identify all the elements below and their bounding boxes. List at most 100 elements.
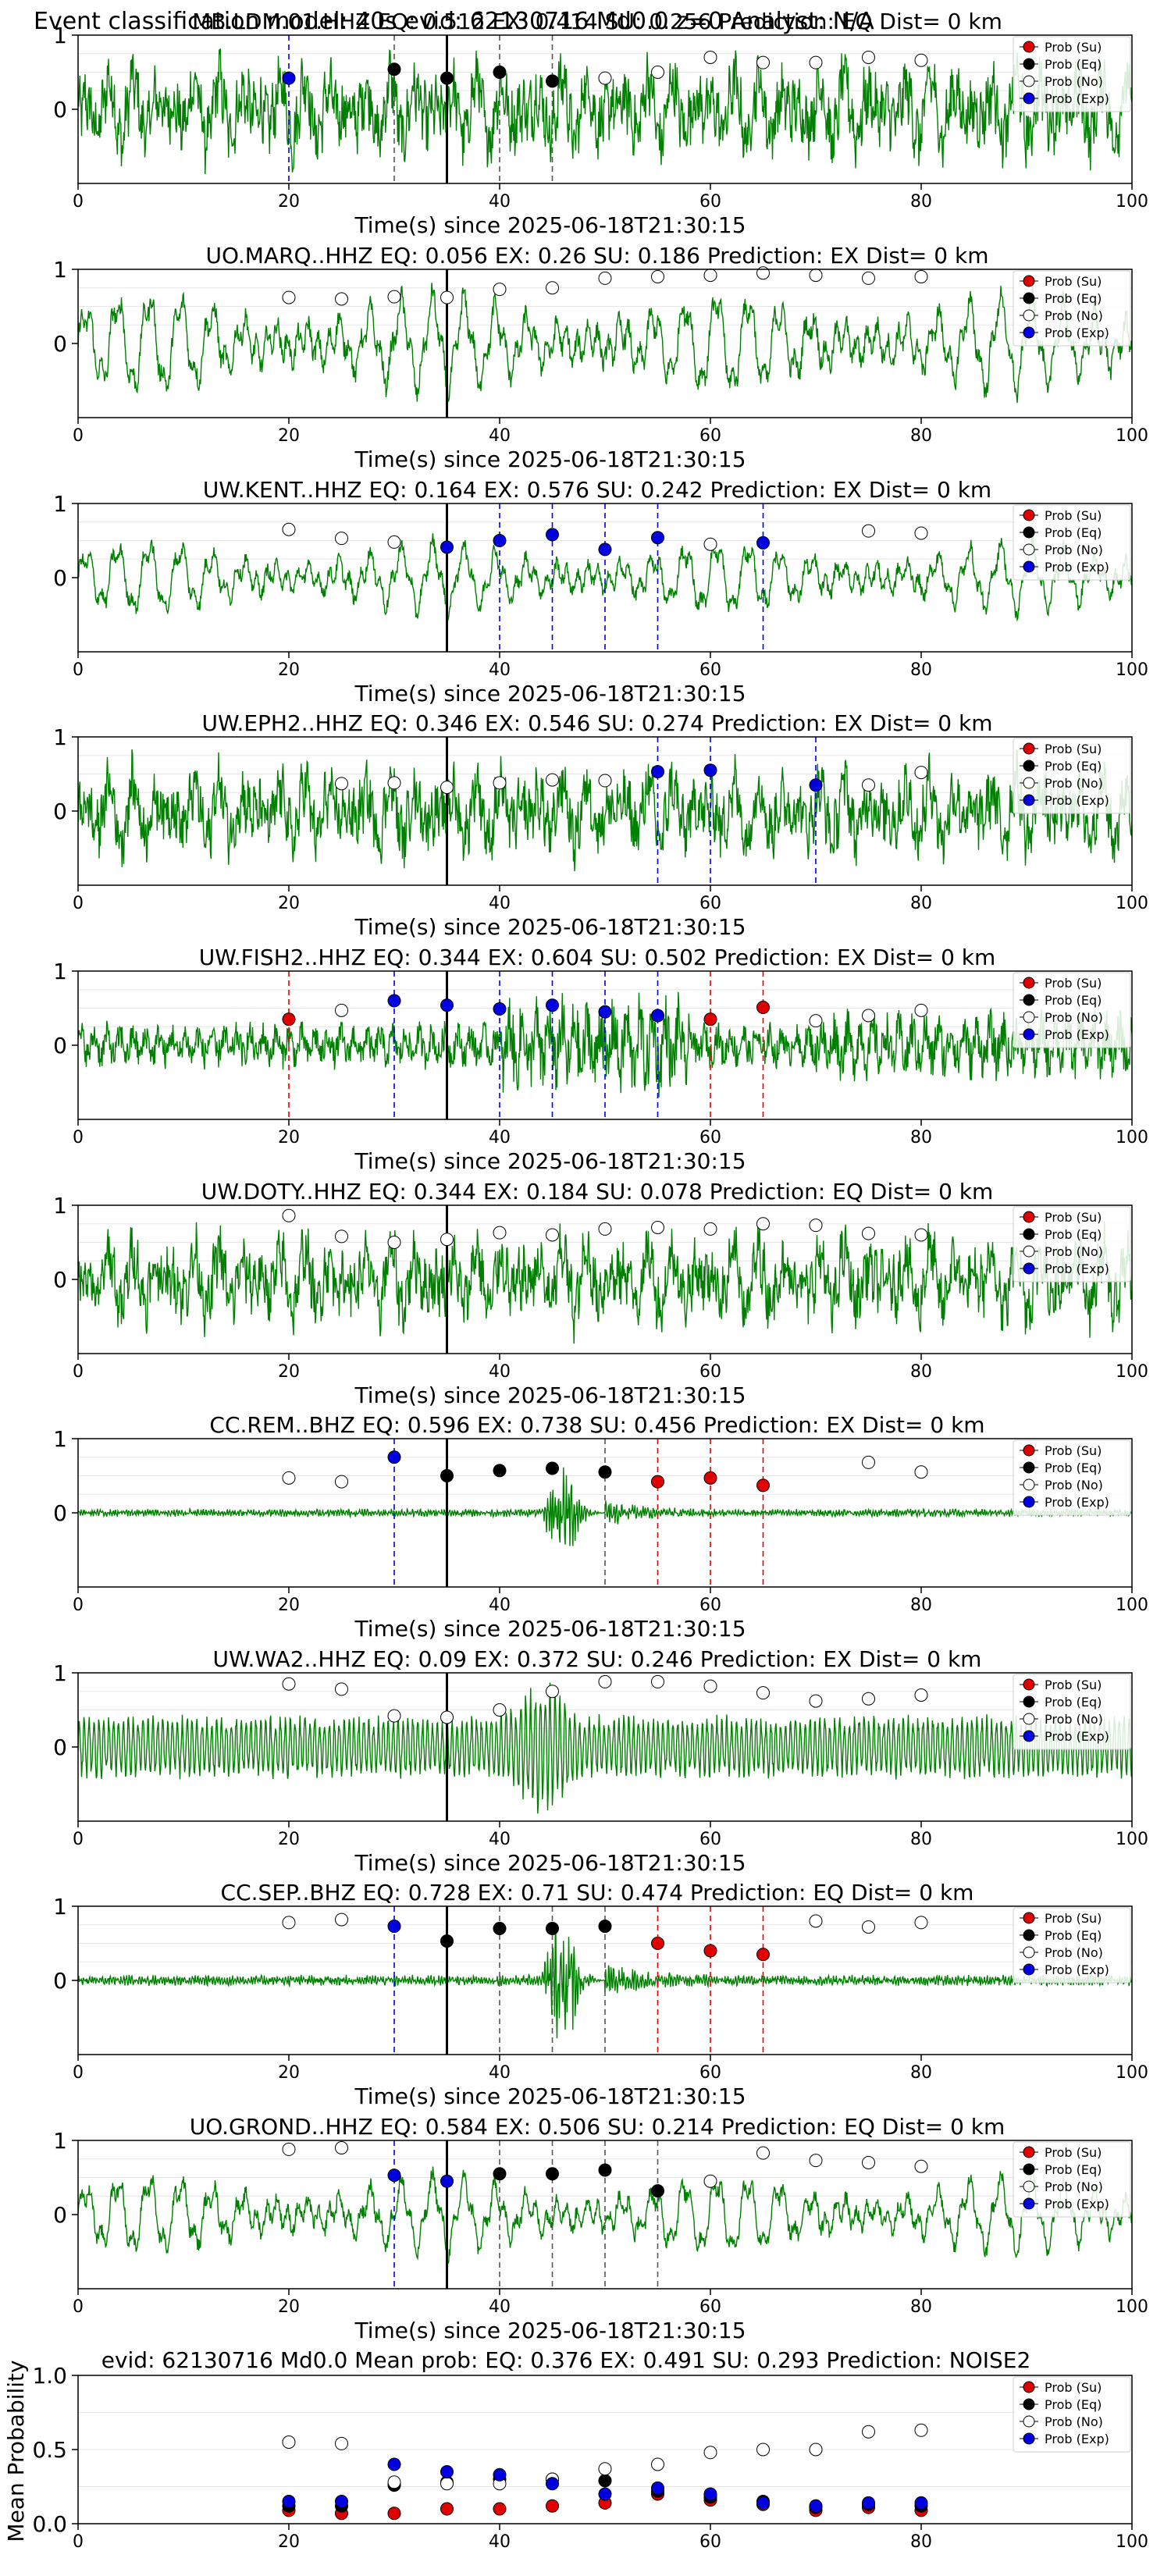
panel-9-legend-label-no: Prob (No) [1045, 1945, 1103, 1960]
mean-point-no [598, 2462, 612, 2476]
x-tick-label: 60 [699, 2532, 721, 2552]
panel-1-legend-marker-exp [1023, 92, 1035, 105]
x-tick-label: 60 [699, 894, 721, 913]
prob-point-no [914, 1465, 928, 1479]
panel-7-legend [1013, 1439, 1131, 1516]
panel-2-legend-label-su: Prob (Su) [1045, 274, 1102, 289]
prob-point-eq [493, 66, 507, 79]
panel-8-legend-marker-exp [1023, 1730, 1035, 1742]
panel-1-legend-marker-no [1023, 75, 1035, 87]
x-tick-label: 20 [278, 2063, 300, 2083]
panel-10-legend [1013, 2141, 1131, 2218]
x-tick-label: 20 [278, 426, 300, 446]
panel-4-legend-marker-su [1023, 742, 1035, 755]
panel-2-legend-marker-su [1023, 275, 1035, 287]
panel-2-legend-marker-eq [1023, 292, 1035, 304]
prob-point-no [546, 281, 559, 295]
prob-point-exp [387, 1450, 401, 1464]
mean-legend-label-exp: Prob (Exp) [1045, 2432, 1109, 2446]
mean-point-exp [756, 2496, 770, 2510]
station-panel-9: CC.SEP..BHZ EQ: 0.728 EX: 0.71 SU: 0.474… [53, 1880, 1148, 2109]
panel-4-legend-label-su: Prob (Su) [1045, 742, 1102, 756]
panel-4-legend-label-no: Prob (No) [1045, 776, 1103, 791]
axes-frame [77, 736, 1133, 886]
prob-point-no [862, 1455, 875, 1469]
mean-legend-marker-exp [1023, 2432, 1035, 2445]
panel-title: UW.WA2..HHZ EQ: 0.09 EX: 0.372 SU: 0.246… [213, 1646, 982, 1672]
x-tick-label: 80 [910, 2063, 932, 2083]
waveform-trace [78, 1682, 1132, 1814]
prob-point-eq [493, 2167, 507, 2181]
prob-point-no [703, 2174, 717, 2188]
panel-title: UW.EPH2..HHZ EQ: 0.346 EX: 0.546 SU: 0.2… [201, 710, 992, 736]
station-panel-1: MB.LDM.01.HHZ EQ: 0.512 EX: 0.414 SU: 0.… [53, 9, 1148, 238]
axes-frame [77, 269, 1133, 418]
prob-point-no [282, 1471, 296, 1485]
panel-9-legend-label-eq: Prob (Eq) [1045, 1928, 1102, 1943]
panel-4-legend [1013, 738, 1131, 814]
x-tick-label: 100 [1116, 660, 1148, 680]
y-tick-label: 1 [53, 257, 67, 283]
x-tick-label: 20 [278, 1830, 300, 1849]
prob-point-exp [546, 528, 559, 542]
panel-3-legend-marker-eq [1023, 526, 1035, 539]
y-tick-label: 1 [53, 1894, 67, 1920]
y-tick-label: 1 [53, 23, 67, 48]
prob-point-no [440, 1233, 454, 1247]
panel-6-legend-marker-exp [1023, 1262, 1035, 1275]
panel-7-legend-marker-su [1023, 1444, 1035, 1457]
mean-point-no [440, 2477, 454, 2491]
panel-title: UW.DOTY..HHZ EQ: 0.344 EX: 0.184 SU: 0.0… [201, 1179, 994, 1204]
x-axis-label: Time(s) since 2025-06-18T21:30:15 [354, 681, 746, 706]
x-tick-label: 100 [1116, 1830, 1148, 1849]
prob-point-no [493, 1703, 507, 1717]
prob-point-exp [598, 543, 612, 557]
y-tick-label: 0 [53, 1500, 67, 1526]
prob-point-eq [440, 1934, 454, 1948]
mean-point-su [546, 2499, 559, 2513]
prob-point-no [598, 1222, 612, 1236]
prob-point-no [914, 2159, 928, 2173]
panel-1-legend-label-exp: Prob (Exp) [1045, 91, 1109, 106]
prob-point-no [914, 1228, 928, 1242]
panel-5-legend-marker-su [1023, 977, 1035, 989]
x-tick-label: 0 [73, 2297, 84, 2317]
prob-point-no [598, 774, 612, 788]
panel-8-legend-label-no: Prob (No) [1045, 1712, 1103, 1727]
panel-4-legend-marker-exp [1023, 794, 1035, 806]
panel-1-legend-label-su: Prob (Su) [1045, 40, 1102, 55]
x-axis-label: Time(s) since 2025-06-18T21:30:15 [354, 2318, 746, 2343]
panel-10-legend-label-exp: Prob (Exp) [1045, 2197, 1109, 2211]
prob-point-no [335, 1475, 348, 1489]
panel-8-legend [1013, 1674, 1131, 1750]
y-tick-label: 0 [53, 1735, 67, 1760]
x-tick-label: 100 [1116, 192, 1148, 212]
panel-2-legend-marker-exp [1023, 326, 1035, 339]
prob-point-exp [282, 71, 296, 85]
prob-point-no [809, 1219, 823, 1233]
prob-point-no [440, 290, 454, 304]
station-panel-5: UW.FISH2..HHZ EQ: 0.344 EX: 0.604 SU: 0.… [53, 945, 1148, 1174]
y-tick-label: 0 [53, 97, 67, 123]
mean-probability-panel: evid: 62130716 Md0.0 Mean prob: EQ: 0.37… [3, 2347, 1148, 2552]
prob-point-no [862, 1920, 875, 1934]
x-tick-label: 40 [489, 1362, 511, 1382]
prob-point-no [440, 1710, 454, 1724]
prob-point-su [703, 1944, 717, 1958]
waveform-trace [78, 749, 1132, 872]
mean-point-exp [335, 2495, 348, 2508]
mean-point-no [756, 2443, 770, 2457]
y-tick-label: 0 [53, 799, 67, 824]
prob-point-no [282, 522, 296, 536]
panel-6-legend-label-eq: Prob (Eq) [1045, 1227, 1102, 1242]
mean-point-exp [703, 2487, 717, 2501]
prob-point-no [335, 1912, 348, 1927]
x-tick-label: 40 [489, 1596, 511, 1615]
y-tick-label: 0 [53, 1968, 67, 1994]
panel-9-legend [1013, 1907, 1131, 1984]
panel-10-legend-marker-exp [1023, 2197, 1035, 2210]
panel-6-legend-marker-no [1023, 1245, 1035, 1258]
prob-point-no [651, 1221, 664, 1234]
prob-point-no [914, 1916, 928, 1930]
prob-point-no [335, 1682, 348, 1696]
